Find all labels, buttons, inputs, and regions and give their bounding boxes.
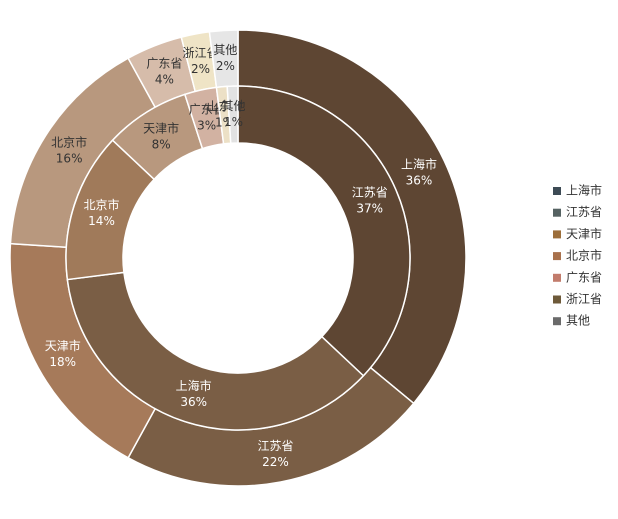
slice-label: 上海市: [401, 156, 437, 171]
slice-label: 其他: [221, 99, 245, 113]
slice-value: 3%: [197, 118, 216, 132]
slice-label: 广东省: [189, 102, 225, 116]
slice: [226, 85, 239, 145]
slice-label: 其他: [213, 43, 237, 57]
legend-label: 天津市: [566, 226, 602, 241]
legend-swatch: [553, 317, 561, 326]
slice-value: 14%: [88, 214, 115, 228]
slice-value: 1%: [224, 115, 243, 129]
legend-swatch: [553, 187, 561, 195]
slice-label: 江苏省: [352, 186, 388, 200]
legend-label: 江苏省: [566, 205, 602, 219]
legend-swatch: [553, 295, 561, 304]
slice-value: 36%: [406, 173, 433, 187]
slice-label: 北京市: [84, 197, 120, 212]
slice-value: 22%: [262, 455, 289, 469]
legend-label: 广东省: [566, 270, 602, 284]
legend-label: 浙江省: [566, 292, 602, 306]
legend-label: 北京市: [566, 248, 602, 263]
slice-label: 江苏省: [257, 439, 293, 453]
legend-swatch: [553, 208, 561, 217]
slice-value: 8%: [152, 137, 171, 151]
slice-value: 36%: [180, 395, 207, 409]
slice-value: 16%: [56, 151, 83, 165]
slice-value: 37%: [356, 202, 383, 216]
legend-label: 上海市: [566, 183, 602, 198]
slice-label: 广东省: [146, 57, 182, 71]
legend-label: 其他: [566, 314, 590, 328]
slice: [66, 271, 365, 431]
slice-label: 天津市: [45, 338, 81, 353]
slice-label: 天津市: [143, 120, 179, 135]
slice-value: 2%: [216, 59, 235, 73]
slice-label: 北京市: [51, 134, 87, 149]
slice-value: 4%: [155, 73, 174, 87]
legend-swatch: [553, 252, 561, 261]
slice: [237, 85, 411, 377]
slice-label: 浙江省: [183, 46, 219, 60]
slice-value: 2%: [191, 62, 210, 76]
slice-label: 上海市: [176, 378, 212, 393]
legend-swatch: [553, 230, 561, 239]
slice-value: 18%: [49, 355, 76, 369]
legend-swatch: [553, 273, 561, 282]
